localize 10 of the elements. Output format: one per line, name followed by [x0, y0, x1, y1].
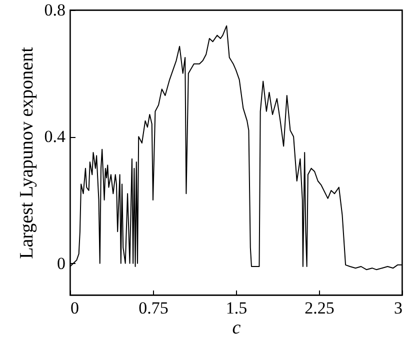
- y-tick-label: 0.8: [44, 0, 66, 20]
- x-tick-label: 1.5: [226, 298, 248, 318]
- x-axis-title: c: [232, 318, 242, 338]
- x-tick-label: 0: [70, 298, 79, 318]
- x-tick-label: 2.25: [304, 298, 334, 318]
- y-tick-label: 0.4: [44, 127, 66, 146]
- x-tick-label: 0.75: [138, 298, 168, 318]
- x-tick-label: 3: [394, 298, 402, 318]
- y-tick-label: 0: [57, 254, 66, 273]
- y-axis-title: Largest Lyapunov exponent: [16, 46, 38, 259]
